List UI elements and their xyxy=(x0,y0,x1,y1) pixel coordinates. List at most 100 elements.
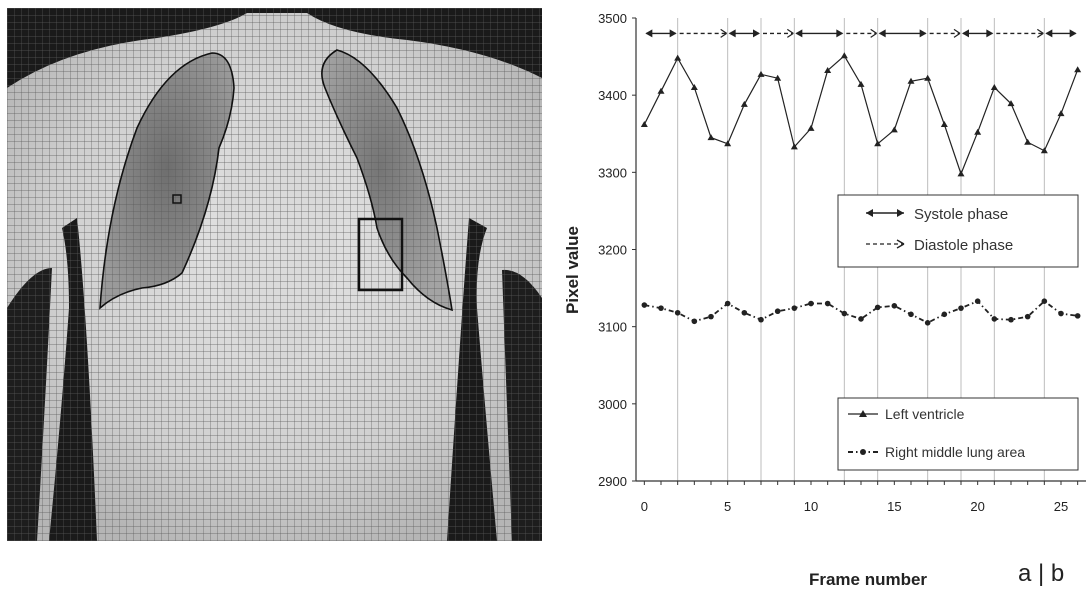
left-ventricle-point xyxy=(890,126,898,133)
systole-arrowhead xyxy=(878,29,886,38)
left-ventricle-point xyxy=(924,74,932,81)
legend-diastole-symbol xyxy=(866,239,905,249)
y-tick-label: 3100 xyxy=(598,320,627,335)
left-ventricle-point xyxy=(790,143,798,150)
axes xyxy=(632,17,1086,485)
legend-systole-symbol xyxy=(866,209,904,217)
left-ventricle-point xyxy=(740,100,748,107)
systole-arrowhead xyxy=(1045,29,1053,38)
left-ventricle-point xyxy=(1057,110,1065,117)
series-layer xyxy=(640,52,1082,326)
diastole-arrowhead xyxy=(870,28,877,38)
phase-bar xyxy=(645,28,1077,38)
left-ventricle-point xyxy=(840,52,848,59)
y-tick-label: 2900 xyxy=(598,474,627,489)
right-lung-point xyxy=(974,298,981,305)
y-tick-label: 3300 xyxy=(598,165,627,180)
right-lung-point xyxy=(808,300,814,307)
legend-systole-label: Systole phase xyxy=(914,206,1008,223)
right-lung-point xyxy=(708,313,714,320)
diastole-arrowhead xyxy=(1037,28,1044,38)
right-lung-point xyxy=(741,309,748,316)
left-ventricle-point xyxy=(674,54,682,61)
right-lung-point xyxy=(858,316,864,322)
right-lung-point xyxy=(924,320,931,326)
phase-legend-box xyxy=(837,194,1079,268)
right-lung-point xyxy=(674,309,681,316)
phase-legend: Systole phase Diastole phase xyxy=(837,194,1079,268)
right-lung-point xyxy=(791,305,798,311)
systole-arrowhead xyxy=(795,29,803,38)
lung-roi-marker xyxy=(172,194,182,204)
ventricle-roi-marker xyxy=(357,217,404,292)
right-lung-point xyxy=(758,316,764,323)
diastole-arrowhead xyxy=(720,28,727,38)
right-lung-point xyxy=(941,311,948,318)
legend-right-lung-symbol xyxy=(848,449,878,455)
tick-labels: 2900 3000 3100 3200 3300 3400 3500 0 5 10 15 20 25 xyxy=(598,11,1068,514)
right-lung-point xyxy=(891,303,898,309)
right-lung-point xyxy=(958,305,964,311)
x-tick-label: 25 xyxy=(1054,499,1068,514)
right-lung-point xyxy=(908,311,914,318)
x-tick-label: 0 xyxy=(641,499,648,514)
left-ventricle-point xyxy=(974,128,982,135)
right-lung-point xyxy=(1074,313,1081,319)
right-lung-point xyxy=(824,300,831,307)
legend-diastole-label: Diastole phase xyxy=(914,237,1013,254)
systole-arrowhead xyxy=(669,29,677,38)
x-axis-label: Frame number xyxy=(809,570,927,589)
left-ventricle-point xyxy=(724,140,732,147)
legend-left-ventricle-symbol xyxy=(848,410,878,417)
left-ventricle-point xyxy=(757,70,765,77)
left-ventricle-point xyxy=(707,134,715,141)
diastole-arrowhead xyxy=(953,28,961,38)
right-lung-point xyxy=(691,318,698,325)
left-ventricle-point xyxy=(774,74,782,81)
right-lung-point xyxy=(1058,310,1064,317)
left-ventricle-point xyxy=(690,83,698,90)
left-ventricle-line xyxy=(643,54,1079,176)
x-tick-label: 20 xyxy=(970,499,984,514)
right-lung-point xyxy=(774,308,781,315)
right-lung-point xyxy=(724,300,731,307)
x-tick-label: 5 xyxy=(724,499,731,514)
systole-arrowhead xyxy=(753,29,760,38)
right-lung-point xyxy=(991,316,998,322)
systole-arrowhead xyxy=(645,29,653,38)
right-lung-point xyxy=(658,305,664,311)
y-tick-label: 3200 xyxy=(598,243,627,258)
left-ventricle-point xyxy=(1024,138,1032,145)
right-lung-point xyxy=(1008,316,1014,323)
y-tick-label: 3500 xyxy=(598,11,627,26)
right-lung-point xyxy=(641,302,648,308)
series-legend: Left ventricle Right middle lung area xyxy=(837,397,1079,471)
legend-left-ventricle-label: Left ventricle xyxy=(885,406,965,422)
left-ventricle-point xyxy=(657,87,665,94)
x-tick-label: 15 xyxy=(887,499,901,514)
left-ventricle-point xyxy=(824,66,832,73)
left-ventricle-point xyxy=(874,140,882,147)
systole-arrowhead xyxy=(836,29,844,38)
left-lung-outline xyxy=(321,49,453,312)
left-ventricle-point xyxy=(640,120,648,127)
systole-arrowhead xyxy=(1069,29,1077,38)
left-ventricle-point xyxy=(807,124,815,131)
left-ventricle-point xyxy=(1007,100,1015,107)
y-axis-label: Pixel value xyxy=(563,226,582,314)
diastole-arrowhead xyxy=(787,28,794,38)
right-lung-point xyxy=(841,310,848,317)
left-ventricle-point xyxy=(1040,147,1048,154)
left-ventricle-point xyxy=(940,120,948,127)
pixel-value-chart: 2900 3000 3100 3200 3300 3400 3500 0 5 10 15 20 25 P… xyxy=(563,11,1086,589)
left-ventricle-point xyxy=(907,77,915,84)
left-ventricle-point xyxy=(957,170,965,177)
left-ventricle-point xyxy=(1074,66,1082,73)
systole-arrowhead xyxy=(962,29,969,38)
left-ventricle-point xyxy=(857,80,865,87)
right-lung-point xyxy=(874,304,881,311)
right-lung-point xyxy=(1041,298,1048,305)
systole-arrowhead xyxy=(728,29,736,38)
legend-right-lung-label: Right middle lung area xyxy=(885,444,1025,460)
right-lung-outline xyxy=(99,52,235,310)
